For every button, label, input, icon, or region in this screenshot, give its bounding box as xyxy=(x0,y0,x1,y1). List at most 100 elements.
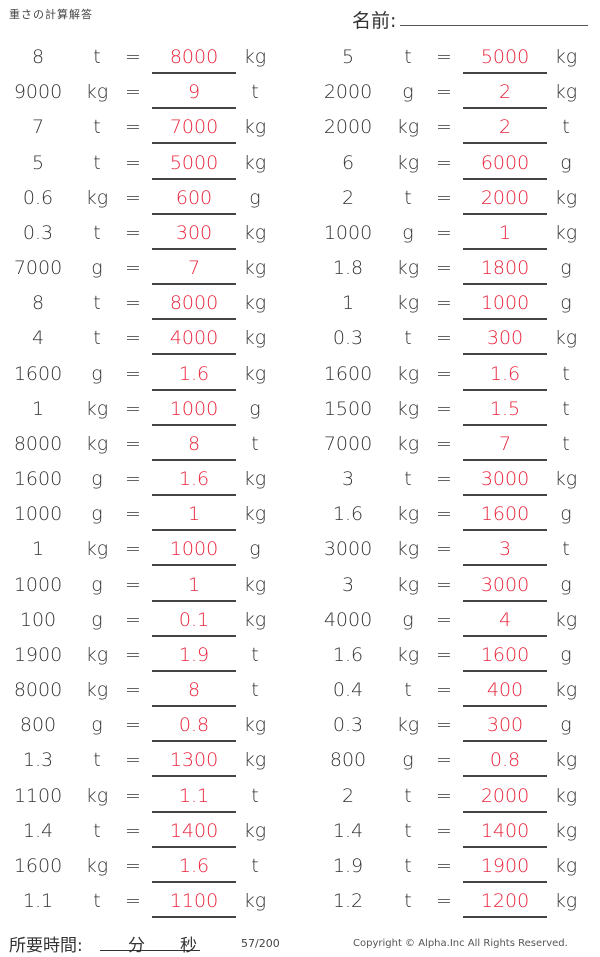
given-unit: kg xyxy=(396,643,420,666)
given-value: 2000 xyxy=(323,81,373,104)
given-unit: kg xyxy=(85,432,109,455)
time-field[interactable] xyxy=(100,950,200,951)
given-value: 800 xyxy=(329,749,367,772)
problem-row: 1.6 kg = 1600 g xyxy=(0,502,600,537)
answer-unit: kg xyxy=(554,327,578,350)
problem-row: 1.8 kg = 1800 g xyxy=(0,256,600,291)
answer-underline xyxy=(463,318,547,321)
equals-sign: = xyxy=(125,573,141,596)
answer-value: 8000 xyxy=(169,292,219,315)
equals-sign: = xyxy=(125,432,141,455)
answer-underline xyxy=(152,775,236,778)
answer-unit: kg xyxy=(243,292,267,315)
answer-underline xyxy=(463,494,547,497)
problem-row: 0.3 t = 300 kg xyxy=(0,326,600,361)
name-field[interactable] xyxy=(400,25,588,26)
answer-value: 1100 xyxy=(169,890,219,913)
given-value: 9000 xyxy=(13,81,63,104)
given-unit: kg xyxy=(85,854,109,877)
answer-underline xyxy=(152,247,236,250)
answer-value: 1.6 xyxy=(178,362,210,385)
answer-unit: kg xyxy=(243,46,267,68)
equals-sign: = xyxy=(125,784,141,807)
given-unit: g xyxy=(91,468,103,491)
problem-row: 2000 kg = 2 t xyxy=(0,115,600,150)
given-unit: t xyxy=(93,292,101,315)
answer-value: 0.1 xyxy=(178,608,210,631)
given-value: 8000 xyxy=(13,679,63,702)
given-unit: kg xyxy=(85,679,109,702)
answer-unit: kg xyxy=(554,46,578,68)
given-unit: t xyxy=(404,679,412,702)
answer-underline xyxy=(463,423,547,426)
answer-value: 8 xyxy=(187,679,201,702)
given-unit: t xyxy=(404,854,412,877)
answer-underline xyxy=(152,212,236,215)
answer-underline xyxy=(152,740,236,743)
given-value: 1.2 xyxy=(332,890,364,913)
equals-sign: = xyxy=(125,186,141,209)
answer-underline xyxy=(152,599,236,602)
given-value: 1000 xyxy=(13,503,63,526)
given-unit: kg xyxy=(396,432,420,455)
given-value: 6 xyxy=(341,151,355,174)
answer-value: 1.1 xyxy=(178,784,210,807)
problem-row: 0.4 t = 400 kg xyxy=(0,678,600,713)
answer-value: 2 xyxy=(498,81,512,104)
given-value: 1500 xyxy=(323,397,373,420)
equals-sign: = xyxy=(436,221,452,244)
answer-underline xyxy=(152,634,236,637)
given-value: 7000 xyxy=(323,432,373,455)
given-value: 5 xyxy=(341,46,355,68)
equals-sign: = xyxy=(436,432,452,455)
given-value: 3 xyxy=(341,468,355,491)
problem-row: 1100 kg = 1.1 t xyxy=(0,784,600,819)
problem-row: 7000 g = 7 kg xyxy=(0,256,600,291)
answer-unit: kg xyxy=(554,221,578,244)
answer-unit: g xyxy=(560,573,572,596)
answer-value: 1400 xyxy=(169,819,219,842)
given-unit: kg xyxy=(396,292,420,315)
answer-unit: t xyxy=(562,116,570,139)
equals-sign: = xyxy=(436,679,452,702)
answer-underline xyxy=(463,669,547,672)
equals-sign: = xyxy=(436,538,452,561)
given-unit: t xyxy=(93,116,101,139)
given-unit: g xyxy=(91,362,103,385)
answer-underline xyxy=(152,916,236,919)
given-unit: t xyxy=(93,749,101,772)
problem-row: 1600 g = 1.6 kg xyxy=(0,362,600,397)
equals-sign: = xyxy=(436,292,452,315)
equals-sign: = xyxy=(436,819,452,842)
answer-underline xyxy=(463,740,547,743)
answer-underline xyxy=(152,880,236,883)
answer-value: 1 xyxy=(187,573,201,596)
equals-sign: = xyxy=(125,643,141,666)
equals-sign: = xyxy=(125,362,141,385)
answer-underline xyxy=(152,72,236,74)
equals-sign: = xyxy=(436,186,452,209)
problem-row: 7000 kg = 7 t xyxy=(0,432,600,467)
answer-value: 6000 xyxy=(480,151,530,174)
equals-sign: = xyxy=(125,81,141,104)
equals-sign: = xyxy=(436,643,452,666)
given-value: 1.9 xyxy=(332,854,364,877)
answer-underline xyxy=(463,72,547,74)
given-value: 2 xyxy=(341,186,355,209)
given-unit: kg xyxy=(396,397,420,420)
problem-row: 2 t = 2000 kg xyxy=(0,784,600,819)
problem-row: 3 kg = 3000 g xyxy=(0,573,600,608)
answer-unit: kg xyxy=(243,503,267,526)
answer-value: 1.5 xyxy=(489,397,521,420)
answer-underline xyxy=(463,283,547,286)
answer-value: 300 xyxy=(175,221,213,244)
answer-unit: kg xyxy=(554,749,578,772)
problem-row: 1.4 t = 1400 kg xyxy=(0,819,600,854)
problem-row: 1900 kg = 1.9 t xyxy=(0,643,600,678)
answer-underline xyxy=(152,142,236,145)
given-value: 1 xyxy=(31,397,45,420)
answer-unit: g xyxy=(560,292,572,315)
answer-underline xyxy=(463,634,547,637)
problem-row: 0.3 t = 300 kg xyxy=(0,221,600,256)
answer-unit: t xyxy=(251,854,259,877)
